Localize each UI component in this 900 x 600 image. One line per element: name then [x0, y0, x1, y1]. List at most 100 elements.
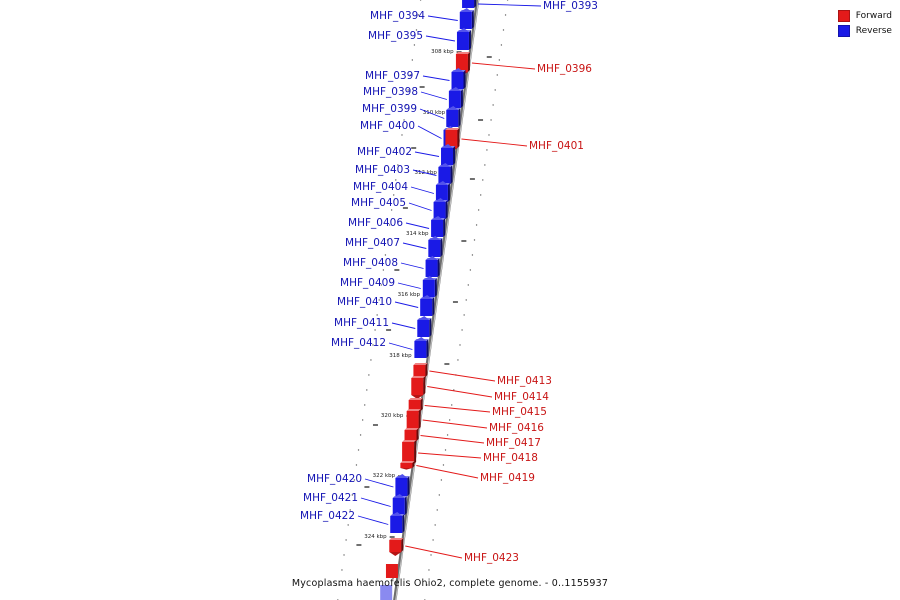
gene-label[interactable]: MHF_0423: [464, 552, 519, 564]
gene-label[interactable]: MHF_0403: [355, 164, 410, 176]
lane-dot: [366, 389, 368, 391]
gene-label[interactable]: MHF_0398: [363, 86, 418, 98]
gene-block: [420, 299, 433, 316]
gene-top-face: [389, 538, 404, 540]
lane-dot: [397, 164, 399, 166]
gene-mhf-0419[interactable]: MHF_0419: [400, 461, 535, 484]
gene-label[interactable]: MHF_0408: [343, 257, 398, 269]
gene-label[interactable]: MHF_0412: [331, 337, 386, 349]
gene-label[interactable]: MHF_0414: [494, 391, 549, 403]
gene-leader-line: [420, 91, 448, 100]
gene-label[interactable]: MHF_0400: [360, 120, 415, 132]
gene-label[interactable]: MHF_0422: [300, 510, 355, 522]
gene-mhf-0398[interactable]: MHF_0398: [363, 86, 463, 108]
gene-side-face: [471, 10, 474, 29]
gene-side-face: [460, 89, 463, 108]
gene-label[interactable]: MHF_0397: [365, 70, 420, 82]
gene-label[interactable]: MHF_0401: [529, 140, 584, 152]
gene-label[interactable]: MHF_0410: [337, 296, 392, 308]
lane-dot: [451, 404, 453, 406]
gene-side-face: [434, 278, 437, 297]
gene-label[interactable]: MHF_0411: [334, 317, 389, 329]
gene-label[interactable]: MHF_0399: [362, 103, 417, 115]
gene-label[interactable]: MHF_0407: [345, 237, 400, 249]
gene-block: [395, 478, 408, 496]
gene-side-face: [416, 428, 419, 441]
lane-dot: [469, 269, 472, 271]
strand-arrow-tip: [456, 28, 469, 32]
gene-leader-line: [429, 370, 496, 382]
gene-label[interactable]: MHF_0404: [353, 181, 408, 193]
gene-side-face: [440, 238, 443, 257]
gene-block: [389, 540, 402, 552]
gene-mhf-0421[interactable]: MHF_0421: [303, 492, 407, 515]
gene-label[interactable]: MHF_0419: [480, 472, 535, 484]
gene-label[interactable]: MHF_0394: [370, 10, 425, 22]
gene-mhf-0410[interactable]: MHF_0410: [337, 295, 435, 316]
gene-mhf-0411[interactable]: MHF_0411: [334, 316, 432, 337]
gene-block: [445, 130, 458, 148]
gene-label[interactable]: MHF_0409: [340, 277, 395, 289]
gene-leader-line: [471, 62, 536, 70]
gene-label[interactable]: MHF_0402: [357, 146, 412, 158]
strand-legend: Forward Reverse: [837, 8, 892, 38]
lane-dot: [361, 419, 364, 421]
lane-dot: [500, 44, 503, 46]
gene-label[interactable]: MHF_0405: [351, 197, 406, 209]
gene-mhf-0405[interactable]: MHF_0405: [351, 197, 448, 219]
gene-mhf-0422[interactable]: MHF_0422: [300, 510, 405, 533]
gene-mhf-0397[interactable]: MHF_0397: [365, 68, 466, 89]
gene-block: [425, 260, 438, 277]
gene-label[interactable]: MHF_0417: [486, 437, 541, 449]
gene-mhf-0409[interactable]: MHF_0409: [340, 276, 437, 297]
gene-mhf-0404[interactable]: MHF_0404: [353, 181, 450, 202]
gene-label[interactable]: MHF_0420: [307, 473, 362, 485]
gene-mhf-0423[interactable]: MHF_0423: [389, 538, 519, 564]
gene-label[interactable]: MHF_0395: [368, 30, 423, 42]
strand-arrow-tip: [433, 198, 446, 202]
gene-label[interactable]: MHF_0406: [348, 217, 403, 229]
gene-top-face: [445, 128, 460, 130]
gene-mhf-0399[interactable]: MHF_0399: [362, 103, 461, 127]
gene-mhf-0400[interactable]: MHF_0400: [360, 120, 458, 147]
gene-leader-line: [408, 202, 432, 211]
gene-leader-line: [414, 151, 440, 157]
lane-dot: [364, 404, 366, 406]
gene-mhf-0402[interactable]: MHF_0402: [357, 144, 456, 165]
gene-block: [404, 430, 417, 441]
gene-block: [422, 280, 435, 297]
lane-dot: [432, 539, 434, 541]
gene-mhf-0407[interactable]: MHF_0407: [345, 236, 443, 257]
lane-dot: [442, 464, 445, 466]
gene-mhf-0420[interactable]: MHF_0420: [307, 473, 410, 496]
gene-label[interactable]: MHF_0396: [537, 63, 592, 75]
gene-mhf-0406[interactable]: MHF_0406: [348, 216, 446, 237]
strand-arrow-tip: [451, 68, 464, 72]
gene-mhf-0412[interactable]: MHF_0412: [331, 337, 429, 358]
gene-mhf-0401[interactable]: MHF_0401: [445, 128, 584, 152]
gene-label[interactable]: MHF_0416: [489, 422, 544, 434]
gene-label[interactable]: MHF_0418: [483, 452, 538, 464]
gene-block: [406, 411, 419, 429]
gene-mhf-0408[interactable]: MHF_0408: [343, 256, 440, 277]
genome-caption: Mycoplasma haemofelis Ohio2, complete ge…: [291, 578, 609, 589]
gene-mhf-0413[interactable]: MHF_0413: [413, 363, 552, 387]
gene-mhf-0414[interactable]: MHF_0414: [411, 376, 549, 403]
gene-leader-line: [419, 108, 445, 119]
lane-dot: [459, 344, 461, 346]
gene-mhf-0393[interactable]: MHF_0393: [462, 0, 598, 12]
lane-dot: [401, 134, 403, 136]
gene-mhf-0395[interactable]: MHF_0395: [368, 28, 471, 50]
gene-label[interactable]: MHF_0393: [543, 0, 598, 12]
strand-arrow-tip: [428, 236, 441, 240]
gene-label[interactable]: MHF_0421: [303, 492, 358, 504]
gene-label[interactable]: MHF_0413: [497, 375, 552, 387]
gene-mhf-0396[interactable]: MHF_0396: [455, 52, 592, 76]
lane-dot: [355, 464, 358, 466]
gene-leader-line: [391, 322, 416, 329]
gene-mhf-0403[interactable]: MHF_0403: [355, 163, 453, 184]
lane-dot: [463, 314, 465, 316]
ruler-tick-label: 316 kbp: [398, 292, 421, 298]
gene-label[interactable]: MHF_0415: [492, 406, 547, 418]
gene-mhf-0394[interactable]: MHF_0394: [370, 8, 474, 29]
